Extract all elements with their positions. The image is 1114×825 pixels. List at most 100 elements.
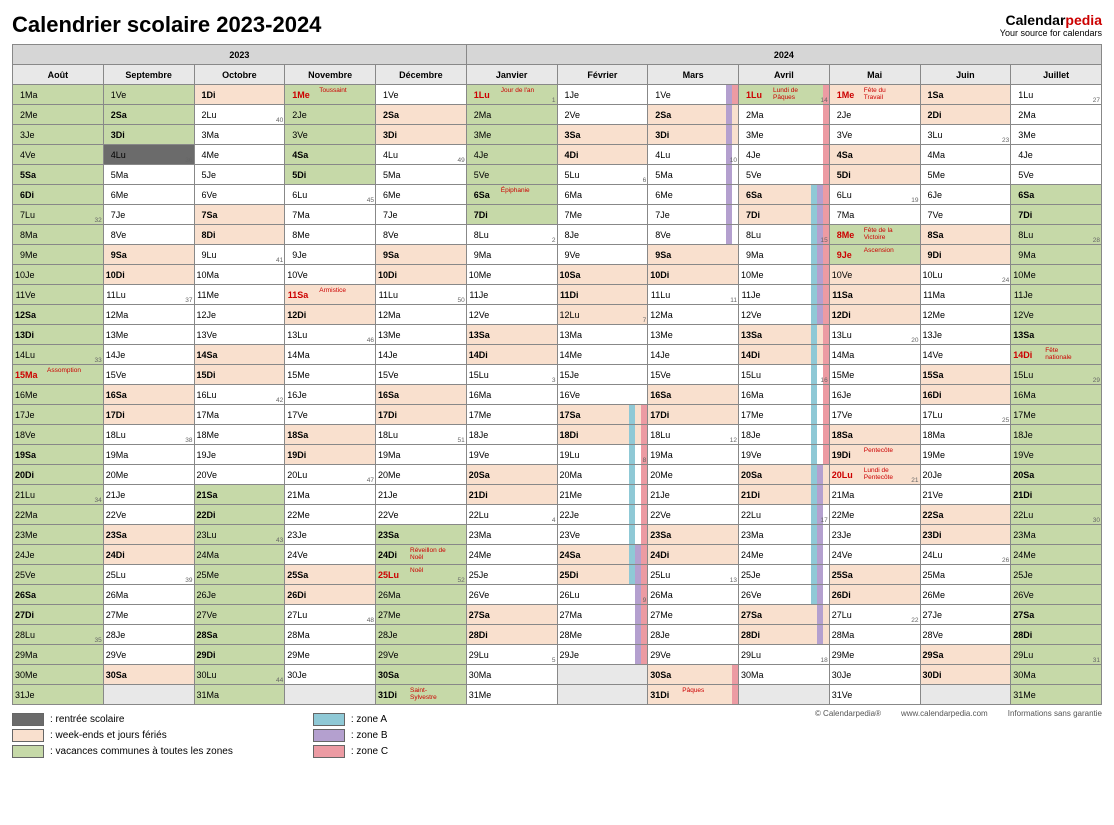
day-cell: 29 Ve [103, 645, 194, 665]
day-cell: 3 Sa [557, 125, 648, 145]
day-cell: 20 Di [13, 465, 104, 485]
day-cell: 4 Me [194, 145, 285, 165]
day-cell: 5 Di [285, 165, 376, 185]
day-cell: 7 Lu32 [13, 205, 104, 225]
day-cell: 17 Me [739, 405, 830, 425]
day-cell: 7 Ve [920, 205, 1011, 225]
day-cell: 11 Sa [829, 285, 920, 305]
day-cell: 5 Me [920, 165, 1011, 185]
day-cell: 15 Me [829, 365, 920, 385]
day-cell: 3 Me [466, 125, 557, 145]
day-cell: 9 Sa [648, 245, 739, 265]
month-header: Avril [739, 65, 830, 85]
day-cell: 28 Ma [285, 625, 376, 645]
day-cell: 21 Sa [194, 485, 285, 505]
day-cell: 27 Sa [739, 605, 830, 625]
month-header: Février [557, 65, 648, 85]
day-cell: 11 Lu37 [103, 285, 194, 305]
day-cell: 11 Lu11 [648, 285, 739, 305]
day-cell: 14 Je [376, 345, 467, 365]
legend-item: : week-ends et jours fériés [12, 729, 233, 742]
day-cell: 2 Ma [739, 105, 830, 125]
day-cell: 3 Me [739, 125, 830, 145]
day-cell: 19 Me [920, 445, 1011, 465]
day-cell: 5 Ma [376, 165, 467, 185]
day-cell: 14 Ve [920, 345, 1011, 365]
day-cell: 4 Di [557, 145, 648, 165]
day-cell: 23 Lu43 [194, 525, 285, 545]
day-cell: 10 Ve [829, 265, 920, 285]
calendar-table: 20232024 AoûtSeptembreOctobreNovembreDéc… [12, 44, 1102, 705]
day-cell: 19 Ve [739, 445, 830, 465]
day-cell: 15 Ve [103, 365, 194, 385]
day-cell: 13 Me [376, 325, 467, 345]
day-cell: 21 Je [648, 485, 739, 505]
day-cell: 12 Ma [376, 305, 467, 325]
day-cell: 11 Je [1011, 285, 1102, 305]
day-cell: 5 Ve [466, 165, 557, 185]
day-cell: 30 Lu44 [194, 665, 285, 685]
day-cell: 20 Me [648, 465, 739, 485]
day-cell: 29 Lu18 [739, 645, 830, 665]
day-cell: 18 Lu51 [376, 425, 467, 445]
day-cell: 21 Lu34 [13, 485, 104, 505]
day-cell: 6 Sa [739, 185, 830, 205]
day-cell: 19 Sa [13, 445, 104, 465]
day-cell: 20 Sa [739, 465, 830, 485]
month-header: Décembre [376, 65, 467, 85]
day-cell: 16 Ma [1011, 385, 1102, 405]
day-cell: 9 Sa [103, 245, 194, 265]
day-cell: 5 Je [194, 165, 285, 185]
day-cell: 10 Di [376, 265, 467, 285]
day-cell: 22 Ma [13, 505, 104, 525]
day-cell: 8 Ve [648, 225, 739, 245]
day-cell: 13 Di [13, 325, 104, 345]
month-header: Juin [920, 65, 1011, 85]
day-cell: 15 Sa [920, 365, 1011, 385]
day-cell: 18 Lu12 [648, 425, 739, 445]
day-cell: 25 Me [194, 565, 285, 585]
day-cell: 21 Ve [920, 485, 1011, 505]
day-cell: 23 Je [829, 525, 920, 545]
legend-item: : zone A [313, 713, 388, 726]
day-cell: 2 Di [920, 105, 1011, 125]
day-cell: 12 Di [285, 305, 376, 325]
day-cell: 14 Ma [829, 345, 920, 365]
day-cell: 22 Sa [920, 505, 1011, 525]
day-cell: 23 Di [920, 525, 1011, 545]
day-cell: 18 Di [557, 425, 648, 445]
day-cell: 1 Ve [103, 85, 194, 105]
day-cell: 25 Je [466, 565, 557, 585]
day-cell: 23 Me [13, 525, 104, 545]
day-cell: 16 Sa [376, 385, 467, 405]
day-cell: 15 Di [194, 365, 285, 385]
day-cell: 31 Ma [194, 685, 285, 705]
day-cell: 20 Lu47 [285, 465, 376, 485]
day-cell: 19 Ma [376, 445, 467, 465]
day-cell: 8 Lu28 [1011, 225, 1102, 245]
day-cell: 23 Ma [466, 525, 557, 545]
day-cell: 20 Ma [557, 465, 648, 485]
day-cell: 2 Lu40 [194, 105, 285, 125]
day-cell: 18 Ma [920, 425, 1011, 445]
day-cell: 6 Lu45 [285, 185, 376, 205]
day-cell: 16 Sa [103, 385, 194, 405]
day-cell: 2 Me [13, 105, 104, 125]
day-cell: 19 Ve [466, 445, 557, 465]
day-cell: 22 Me [285, 505, 376, 525]
legend-item: : rentrée scolaire [12, 713, 233, 726]
day-cell: 11 Di [557, 285, 648, 305]
day-cell: 16 Ma [466, 385, 557, 405]
day-cell: 7 Me [557, 205, 648, 225]
day-cell: 14 DiFête nationale [1011, 345, 1102, 365]
day-cell: 5 Ve [1011, 165, 1102, 185]
day-cell: 6 Di [13, 185, 104, 205]
month-header: Juillet [1011, 65, 1102, 85]
day-cell: 2 Ve [557, 105, 648, 125]
day-cell: 22 Ve [103, 505, 194, 525]
day-cell: 14 Di [466, 345, 557, 365]
day-cell: 20 Je [920, 465, 1011, 485]
day-cell: 25 Je [739, 565, 830, 585]
day-cell: 30 Je [829, 665, 920, 685]
day-cell: 7 Di [466, 205, 557, 225]
